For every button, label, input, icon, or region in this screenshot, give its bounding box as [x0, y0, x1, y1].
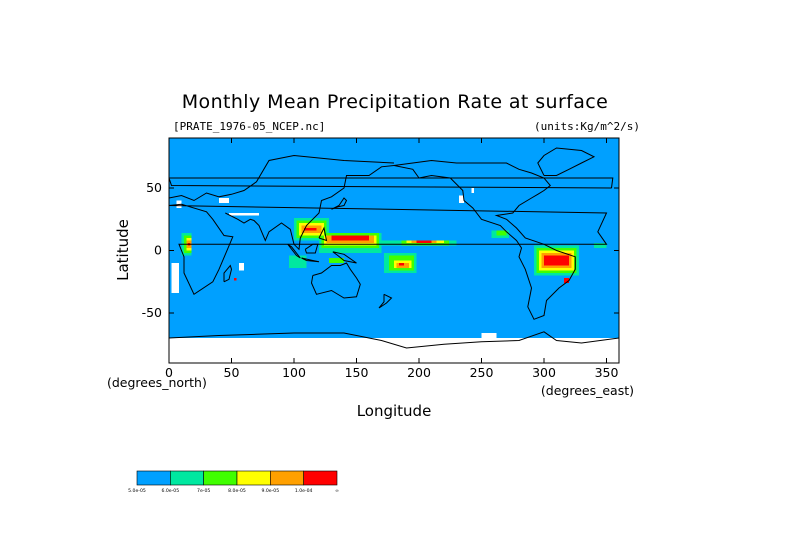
coastline-12: [331, 197, 348, 210]
colorbar-swatch-2: [203, 470, 238, 486]
precip-cell-level-1-8: [489, 283, 499, 291]
colorbar-swatch-3: [236, 470, 271, 486]
colorbar-swatch-5: [303, 470, 338, 486]
precip-cell-level-3-7: [329, 258, 344, 263]
source-file-label: [PRATE_1976-05_NCEP.nc]: [173, 120, 325, 133]
coastline-9: [304, 243, 319, 254]
x-tick-label-250: 250: [470, 365, 494, 380]
precip-cell-level-1-9: [356, 295, 369, 303]
coastline-8: [301, 257, 320, 263]
colorbar-label-5: 1.0e-04: [295, 488, 313, 494]
coastline-15: [169, 177, 614, 189]
precip-cell-level-6-4: [399, 263, 404, 266]
colorbar-swatch-4: [270, 470, 304, 486]
units-label: (units:Kg/m^2/s): [534, 120, 640, 133]
precip-cell-level-3-6: [496, 230, 507, 236]
precip-cell-level-6-7: [234, 278, 237, 281]
y-tick-label-50: 50: [146, 180, 162, 195]
coastline-13: [169, 331, 619, 349]
colorbar-label-4: 9.0e-05: [262, 488, 280, 494]
colorbar: 5.0e-05 6.0e-05 7e-05 8.0e-05 9.0e-05 1.0e-04…: [128, 470, 339, 494]
coastline-3: [393, 159, 576, 320]
x-tick-label-300: 300: [532, 365, 556, 380]
colorbar-label-2: 7e-05: [197, 488, 210, 494]
precip-cell-level-2-8: [594, 243, 607, 248]
precip-cell-level-6-3: [416, 240, 432, 243]
coastline-0: [169, 203, 608, 296]
coastline-14: [378, 293, 393, 309]
precip-cell-level-1-10: [464, 198, 474, 203]
colorbar-label-3: 8.0e-05: [228, 488, 246, 494]
coastline-6: [537, 147, 596, 176]
x-axis-label: Longitude: [357, 402, 432, 420]
precip-cell-level-6-2: [331, 235, 369, 241]
coastline-5: [223, 264, 233, 283]
colorbar-label-1: 6.0e-05: [162, 488, 180, 494]
precip-cell-level-6-1: [304, 228, 317, 231]
y-axis-ticks: 50 0 -50: [142, 180, 619, 320]
precip-cell-level-no_data-4: [169, 338, 619, 363]
chart-title: Monthly Mean Precipitation Rate at surfa…: [182, 91, 608, 113]
coastline-4: [310, 262, 361, 299]
coastline-11: [332, 251, 357, 264]
y-tick-label--50: -50: [142, 305, 162, 320]
precip-cell-level-no_data-2: [171, 263, 179, 293]
coastline-10: [318, 226, 328, 242]
precip-cell-level-no_data-1: [229, 213, 259, 216]
colorbar-swatch-1: [170, 470, 204, 486]
x-tick-label-50: 50: [224, 365, 240, 380]
precip-cell-level-no_data-8: [481, 333, 497, 338]
x-tick-label-350: 350: [595, 365, 619, 380]
y-tick-label-0: 0: [154, 243, 162, 258]
precip-cell-level-no_data-3: [239, 263, 244, 271]
x-unit-label: (degrees_east): [541, 383, 634, 398]
coastlines: [169, 147, 619, 349]
x-axis-ticks: 0 50 100 150 200 250 300 350: [165, 138, 618, 380]
x-tick-label-150: 150: [345, 365, 369, 380]
y-axis-label: Latitude: [114, 219, 132, 281]
colorbar-swatch-0: [136, 470, 171, 486]
precip-cell-level-no_data-7: [219, 198, 229, 203]
x-tick-label-100: 100: [282, 365, 306, 380]
x-tick-label-200: 200: [407, 365, 431, 380]
precip-cell-level-no_data-5: [459, 195, 464, 203]
coastline-2: [169, 154, 395, 202]
precip-cell-level-1-11: [544, 195, 559, 203]
colorbar-label-0: 5.0e-05: [128, 488, 146, 494]
precip-cell-level-6-6: [564, 278, 569, 283]
coastline-7: [287, 243, 301, 259]
precip-cell-level-6-5: [544, 255, 569, 266]
colorbar-label-6: ∞: [335, 489, 339, 494]
x-tick-label-0: 0: [165, 365, 173, 380]
precip-cell-level-no_data-6: [471, 188, 474, 193]
precip-cell-level-2-7: [289, 255, 307, 268]
coastline-1: [225, 165, 395, 251]
y-unit-label: (degrees_north): [107, 375, 207, 390]
